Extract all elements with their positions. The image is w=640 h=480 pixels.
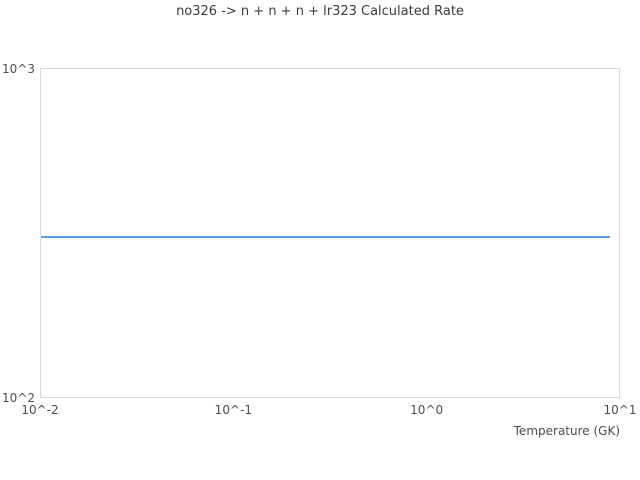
rate-line (41, 236, 611, 239)
plot-area (40, 68, 620, 398)
y-tick-label-10e3: 10^3 (2, 62, 35, 76)
y-tick-label-10e2: 10^2 (2, 391, 35, 405)
x-tick-label-10e1: 10^1 (603, 403, 637, 417)
x-tick-label-10e-2: 10^-2 (21, 403, 59, 417)
x-tick-label-10e0: 10^0 (410, 403, 444, 417)
chart-title: no326 -> n + n + n + lr323 Calculated Ra… (176, 4, 464, 19)
x-tick-label-10e-1: 10^-1 (214, 403, 252, 417)
x-axis-ticks: 10^-2 10^-1 10^0 10^1 (21, 403, 636, 419)
x-axis-title: Temperature (GK) (513, 424, 620, 438)
